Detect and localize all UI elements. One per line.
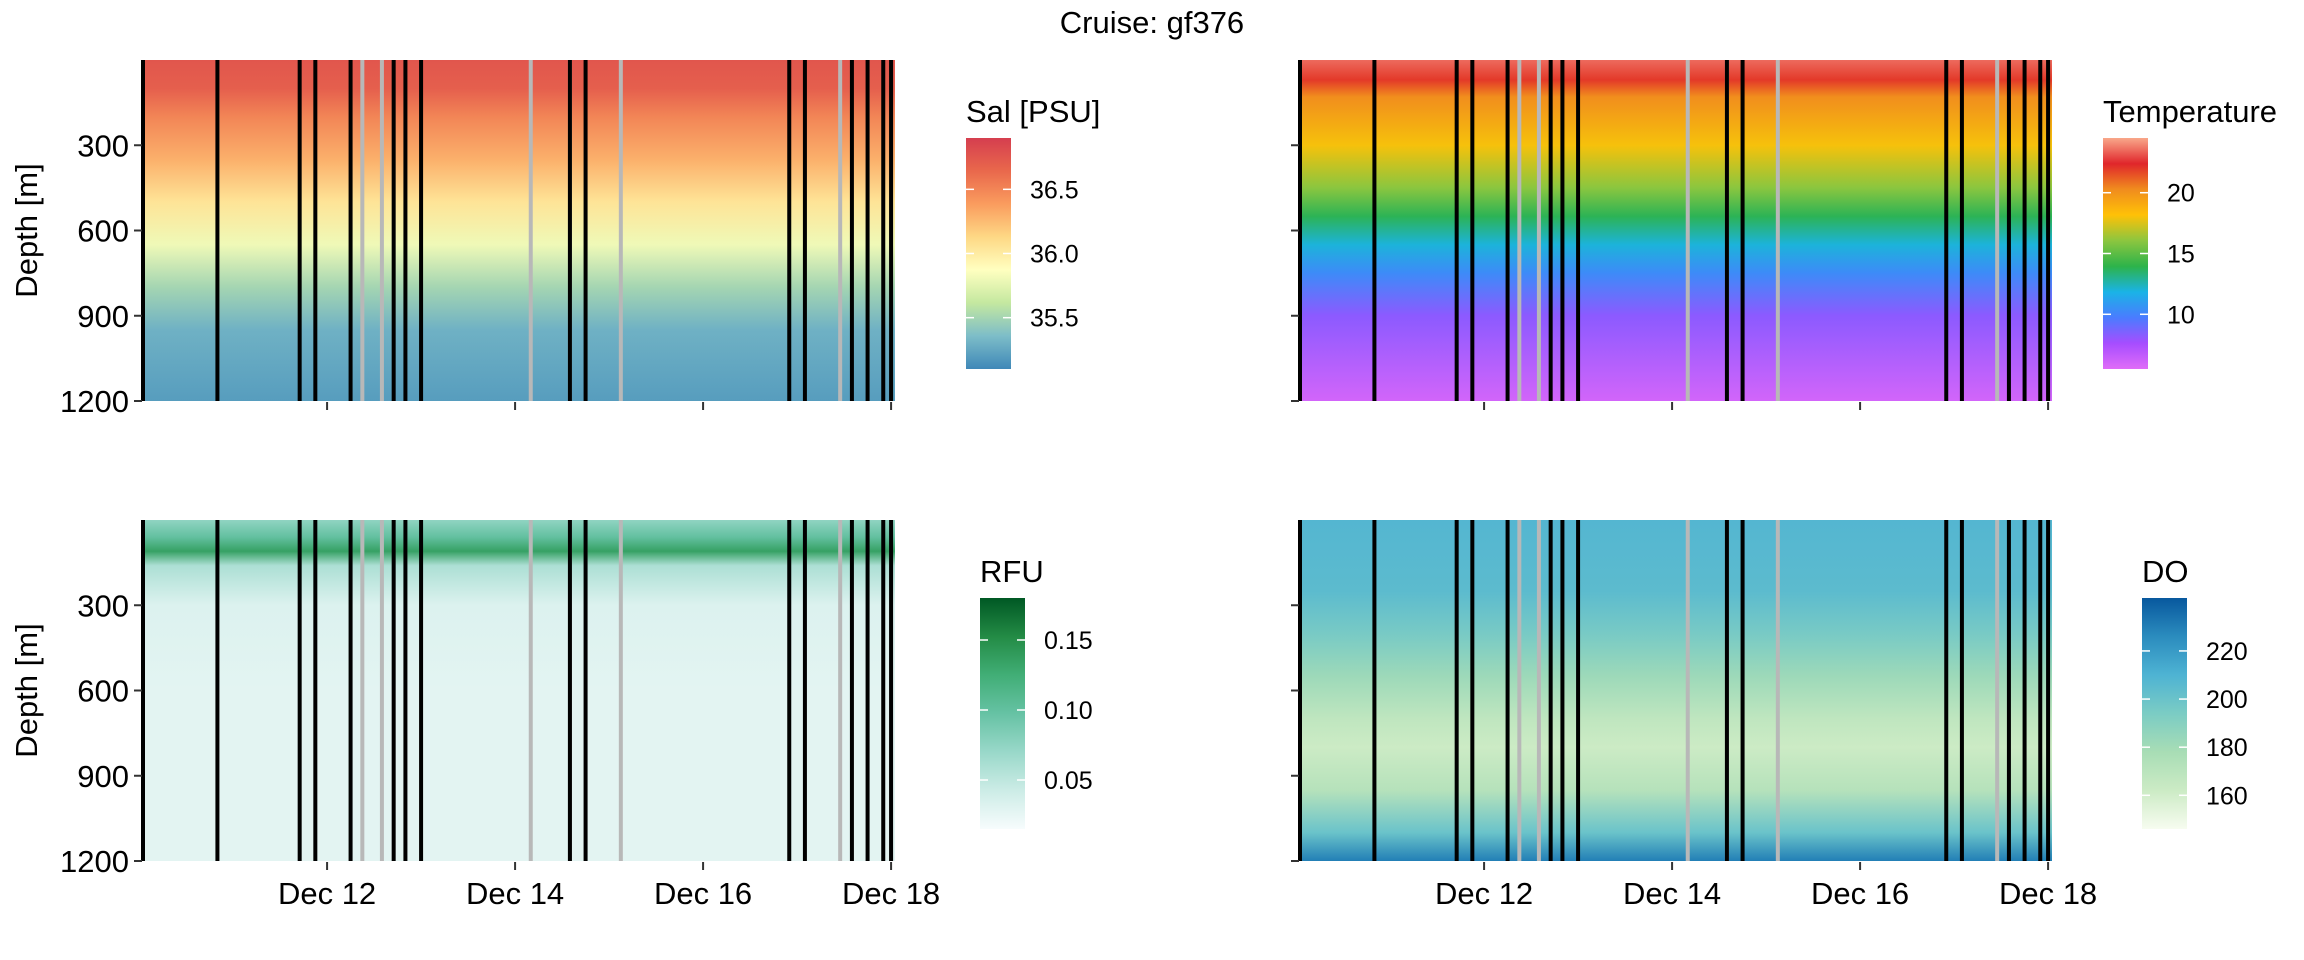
colorbar-title: Temperature <box>2103 94 2277 129</box>
colorbar-tick-label: 200 <box>2206 686 2248 714</box>
x-tick-label: Dec 18 <box>1999 876 2097 911</box>
colorbar-tick-label: 36.5 <box>1030 176 1079 204</box>
colorbar-title: Sal [PSU] <box>966 94 1100 129</box>
heatmap-field <box>143 60 895 401</box>
heatmap-field <box>1300 520 2052 861</box>
colorbar-title: RFU <box>980 554 1044 589</box>
x-tick-label: Dec 16 <box>654 876 752 911</box>
panel-sal: 300 600 900 1200 Depth [m] Sal [PSU] 35.5 36.0 3… <box>9 60 1100 419</box>
y-tick-label: 300 <box>77 128 129 163</box>
colorbar-tick-label: 180 <box>2206 734 2248 762</box>
colorbar-title: DO <box>2142 554 2189 589</box>
y-tick-label: 1200 <box>60 844 129 879</box>
y-tick-label: 300 <box>77 588 129 623</box>
colorbar-tick-label: 0.10 <box>1044 697 1093 725</box>
panel-do: Dec 12 Dec 14 Dec 16 Dec 18 DO 160 180 200 220 <box>1291 520 2248 911</box>
colorbar-tick-label: 36.0 <box>1030 241 1079 269</box>
colorbar-tick-label: 220 <box>2206 638 2248 666</box>
colorbar-tick-label: 160 <box>2206 782 2248 810</box>
colorbar-tick-label: 15 <box>2167 241 2195 269</box>
y-tick-label: 1200 <box>60 384 129 419</box>
colorbar-tick-label: 0.15 <box>1044 627 1093 655</box>
colorbar <box>980 598 1025 829</box>
x-tick-label: Dec 14 <box>466 876 564 911</box>
panel-rfu: 300 600 900 1200 Depth [m] Dec 12 Dec 14 Dec 16… <box>9 520 1093 911</box>
x-tick-label: Dec 16 <box>1811 876 1909 911</box>
colorbar-tick-label: 10 <box>2167 301 2195 329</box>
colorbar <box>2142 598 2187 829</box>
x-tick-label: Dec 14 <box>1623 876 1721 911</box>
y-tick-label: 900 <box>77 299 129 334</box>
figure-title: Cruise: gf376 <box>1060 5 1244 40</box>
colorbar-tick-label: 20 <box>2167 180 2195 208</box>
y-axis-title: Depth [m] <box>9 163 44 297</box>
colorbar-tick-label: 35.5 <box>1030 305 1079 333</box>
x-tick-label: Dec 18 <box>842 876 940 911</box>
y-tick-label: 600 <box>77 214 129 249</box>
y-tick-label: 900 <box>77 759 129 794</box>
heatmap-field <box>143 520 895 861</box>
panel-temp: Temperature 10 15 20 <box>1291 60 2277 410</box>
y-tick-label: 600 <box>77 674 129 709</box>
y-axis-title: Depth [m] <box>9 623 44 757</box>
colorbar-tick-label: 0.05 <box>1044 767 1093 795</box>
heatmap-field <box>1300 60 2052 401</box>
x-tick-label: Dec 12 <box>278 876 376 911</box>
x-tick-label: Dec 12 <box>1435 876 1533 911</box>
